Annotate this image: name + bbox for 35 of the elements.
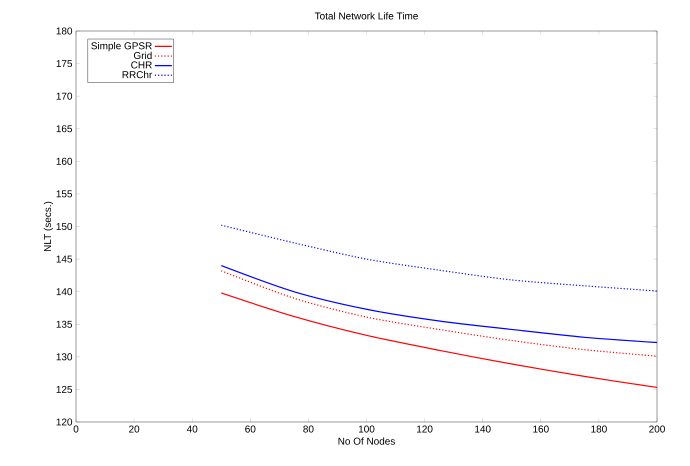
x-tick-label: 80 bbox=[303, 426, 314, 433]
legend-label: Grid bbox=[134, 52, 152, 60]
y-tick-label: 170 bbox=[56, 92, 72, 100]
legend-label: RRChr bbox=[122, 70, 152, 78]
y-axis-title: NLT (secs.) bbox=[44, 202, 54, 252]
x-axis-title: No Of Nodes bbox=[338, 437, 395, 445]
x-tick-label: 160 bbox=[533, 426, 549, 433]
line-series bbox=[220, 265, 658, 344]
y-tick-label: 160 bbox=[56, 158, 72, 165]
y-tick-label: 140 bbox=[56, 288, 72, 296]
y-tick-label: 130 bbox=[56, 353, 72, 360]
x-tick-label: 100 bbox=[358, 426, 374, 433]
x-tick-label: 0 bbox=[74, 426, 78, 433]
x-tick-label: 40 bbox=[186, 426, 198, 433]
y-tick-label: 150 bbox=[56, 222, 72, 230]
line-series bbox=[220, 270, 658, 357]
legend-label: CHR bbox=[131, 61, 152, 68]
line-series bbox=[220, 292, 658, 388]
y-tick-label: 145 bbox=[56, 256, 72, 263]
x-tick-label: 60 bbox=[245, 426, 256, 433]
legend-label: Simple GPSR bbox=[91, 42, 152, 52]
line-series bbox=[220, 224, 658, 292]
y-tick-label: 155 bbox=[56, 190, 72, 198]
x-tick-label: 120 bbox=[417, 426, 433, 433]
x-tick-label: 200 bbox=[649, 426, 665, 433]
chart-title: Total Network Life Time bbox=[314, 12, 418, 20]
y-tick-label: 135 bbox=[56, 320, 72, 328]
x-tick-label: 20 bbox=[129, 426, 140, 433]
y-tick-label: 180 bbox=[56, 27, 72, 35]
x-tick-label: 180 bbox=[591, 426, 607, 433]
y-tick-label: 175 bbox=[56, 60, 72, 68]
y-tick-label: 165 bbox=[56, 125, 72, 132]
y-tick-label: 125 bbox=[56, 386, 72, 393]
y-tick-label: 120 bbox=[56, 418, 72, 426]
x-tick-label: 140 bbox=[475, 426, 491, 433]
